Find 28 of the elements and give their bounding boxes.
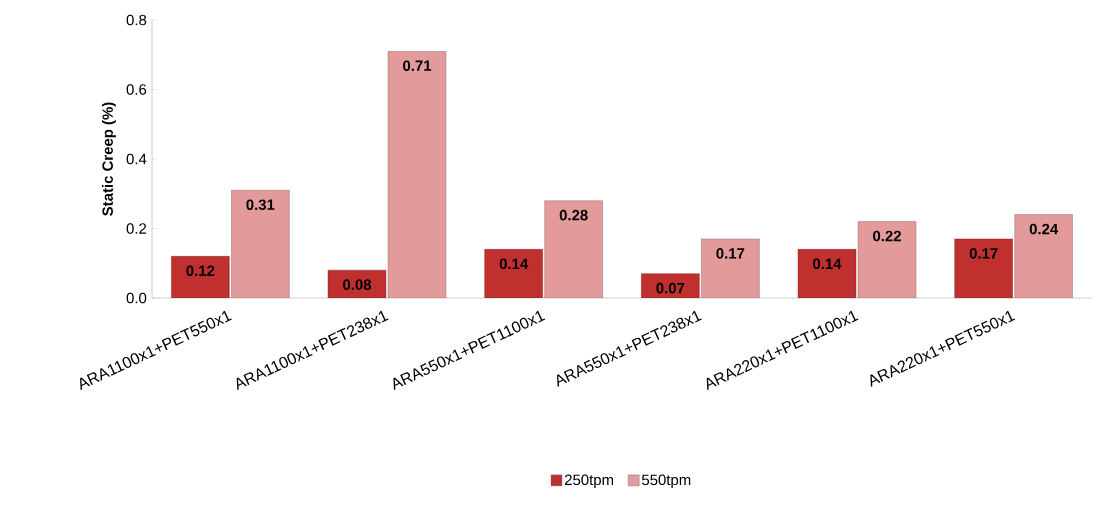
legend-label: 550tpm <box>641 474 691 489</box>
y-tick-label: 0.2 <box>126 223 147 234</box>
y-tick-label: 0.8 <box>126 14 147 26</box>
data-label: 0.07 <box>656 282 685 294</box>
y-tick-label: 0.4 <box>126 153 147 165</box>
bar <box>857 221 917 298</box>
bar <box>544 200 603 298</box>
data-label: 0.22 <box>873 230 901 242</box>
y-tick-label: 0.6 <box>126 84 147 95</box>
bar <box>231 190 290 298</box>
legend-label: 250tpm <box>564 474 614 489</box>
bar <box>701 238 760 298</box>
data-label: 0.14 <box>499 258 529 270</box>
data-label: 0.17 <box>716 248 745 259</box>
bar <box>387 51 447 298</box>
bar <box>484 249 543 298</box>
y-tick-label: 0.0 <box>126 292 147 304</box>
data-label: 0.31 <box>246 199 275 211</box>
data-label: 0.08 <box>343 279 372 290</box>
bar <box>1014 214 1073 298</box>
data-label: 0.71 <box>403 60 432 72</box>
data-label: 0.17 <box>969 248 998 259</box>
data-label: 0.24 <box>1029 223 1059 235</box>
bar <box>954 238 1013 298</box>
data-label: 0.12 <box>186 265 215 277</box>
data-label: 0.28 <box>559 209 588 221</box>
data-label: 0.14 <box>813 258 842 270</box>
y-axis-title: Static Creep (%) <box>101 102 116 216</box>
